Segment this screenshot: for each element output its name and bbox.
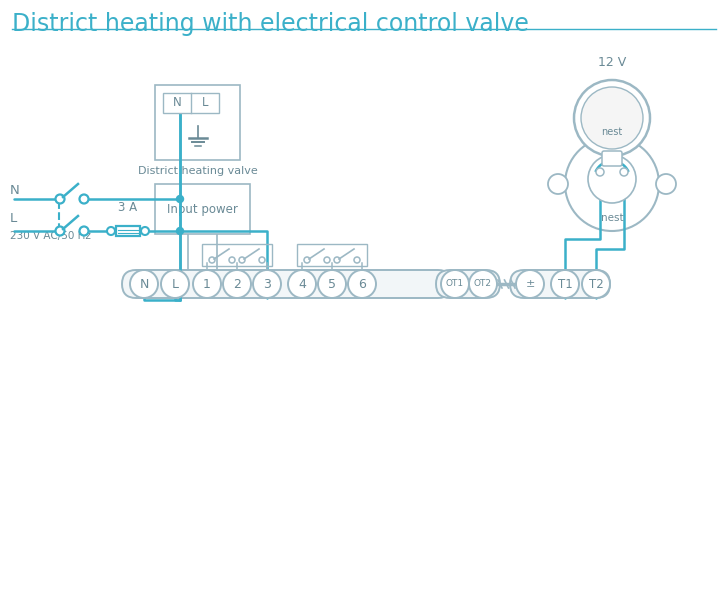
Text: T1: T1 <box>558 277 572 290</box>
Text: nest: nest <box>601 127 622 137</box>
Circle shape <box>334 257 340 263</box>
Circle shape <box>253 270 281 298</box>
Text: 6: 6 <box>358 277 366 290</box>
Text: ±: ± <box>526 279 534 289</box>
Circle shape <box>318 270 346 298</box>
Text: OT2: OT2 <box>474 280 492 289</box>
Circle shape <box>141 227 149 235</box>
Circle shape <box>55 226 65 235</box>
Circle shape <box>656 174 676 194</box>
Circle shape <box>304 257 310 263</box>
Circle shape <box>223 270 251 298</box>
FancyBboxPatch shape <box>436 270 500 298</box>
Circle shape <box>130 270 158 298</box>
Text: Input power: Input power <box>167 203 238 216</box>
Text: 4: 4 <box>298 277 306 290</box>
FancyBboxPatch shape <box>122 270 452 298</box>
Text: 3 A: 3 A <box>119 201 138 214</box>
Circle shape <box>259 257 265 263</box>
Circle shape <box>107 227 115 235</box>
Text: 3: 3 <box>263 277 271 290</box>
Circle shape <box>588 155 636 203</box>
Circle shape <box>239 257 245 263</box>
Circle shape <box>348 270 376 298</box>
Circle shape <box>620 168 628 176</box>
Text: 12 V: 12 V <box>598 56 626 69</box>
Circle shape <box>79 226 89 235</box>
Text: nest: nest <box>601 213 623 223</box>
Circle shape <box>565 137 659 231</box>
Circle shape <box>79 194 89 204</box>
Text: District heating with electrical control valve: District heating with electrical control… <box>12 12 529 36</box>
FancyBboxPatch shape <box>510 270 610 298</box>
FancyBboxPatch shape <box>155 184 250 234</box>
Circle shape <box>176 195 183 203</box>
FancyBboxPatch shape <box>163 93 219 113</box>
Circle shape <box>441 270 469 298</box>
Circle shape <box>469 270 497 298</box>
Text: 230 V AC/50 Hz: 230 V AC/50 Hz <box>10 231 91 241</box>
Text: T2: T2 <box>589 277 604 290</box>
Text: N: N <box>173 96 181 109</box>
Circle shape <box>574 80 650 156</box>
Circle shape <box>354 257 360 263</box>
Circle shape <box>581 87 643 149</box>
Circle shape <box>516 270 544 298</box>
Circle shape <box>176 228 183 235</box>
Text: N: N <box>10 185 20 197</box>
Circle shape <box>582 270 610 298</box>
FancyBboxPatch shape <box>602 151 622 166</box>
FancyBboxPatch shape <box>116 226 140 236</box>
Text: OT1: OT1 <box>446 280 464 289</box>
Text: 5: 5 <box>328 277 336 290</box>
Circle shape <box>55 194 65 204</box>
FancyBboxPatch shape <box>155 85 240 160</box>
Circle shape <box>193 270 221 298</box>
Circle shape <box>161 270 189 298</box>
Text: L: L <box>172 277 178 290</box>
Circle shape <box>596 168 604 176</box>
Text: L: L <box>202 96 208 109</box>
Circle shape <box>548 174 568 194</box>
Circle shape <box>288 270 316 298</box>
Text: 2: 2 <box>233 277 241 290</box>
Text: N: N <box>139 277 149 290</box>
Circle shape <box>209 257 215 263</box>
Text: 1: 1 <box>203 277 211 290</box>
Circle shape <box>324 257 330 263</box>
Text: L: L <box>10 213 17 226</box>
Circle shape <box>229 257 235 263</box>
Circle shape <box>551 270 579 298</box>
Text: District heating valve: District heating valve <box>138 166 258 176</box>
